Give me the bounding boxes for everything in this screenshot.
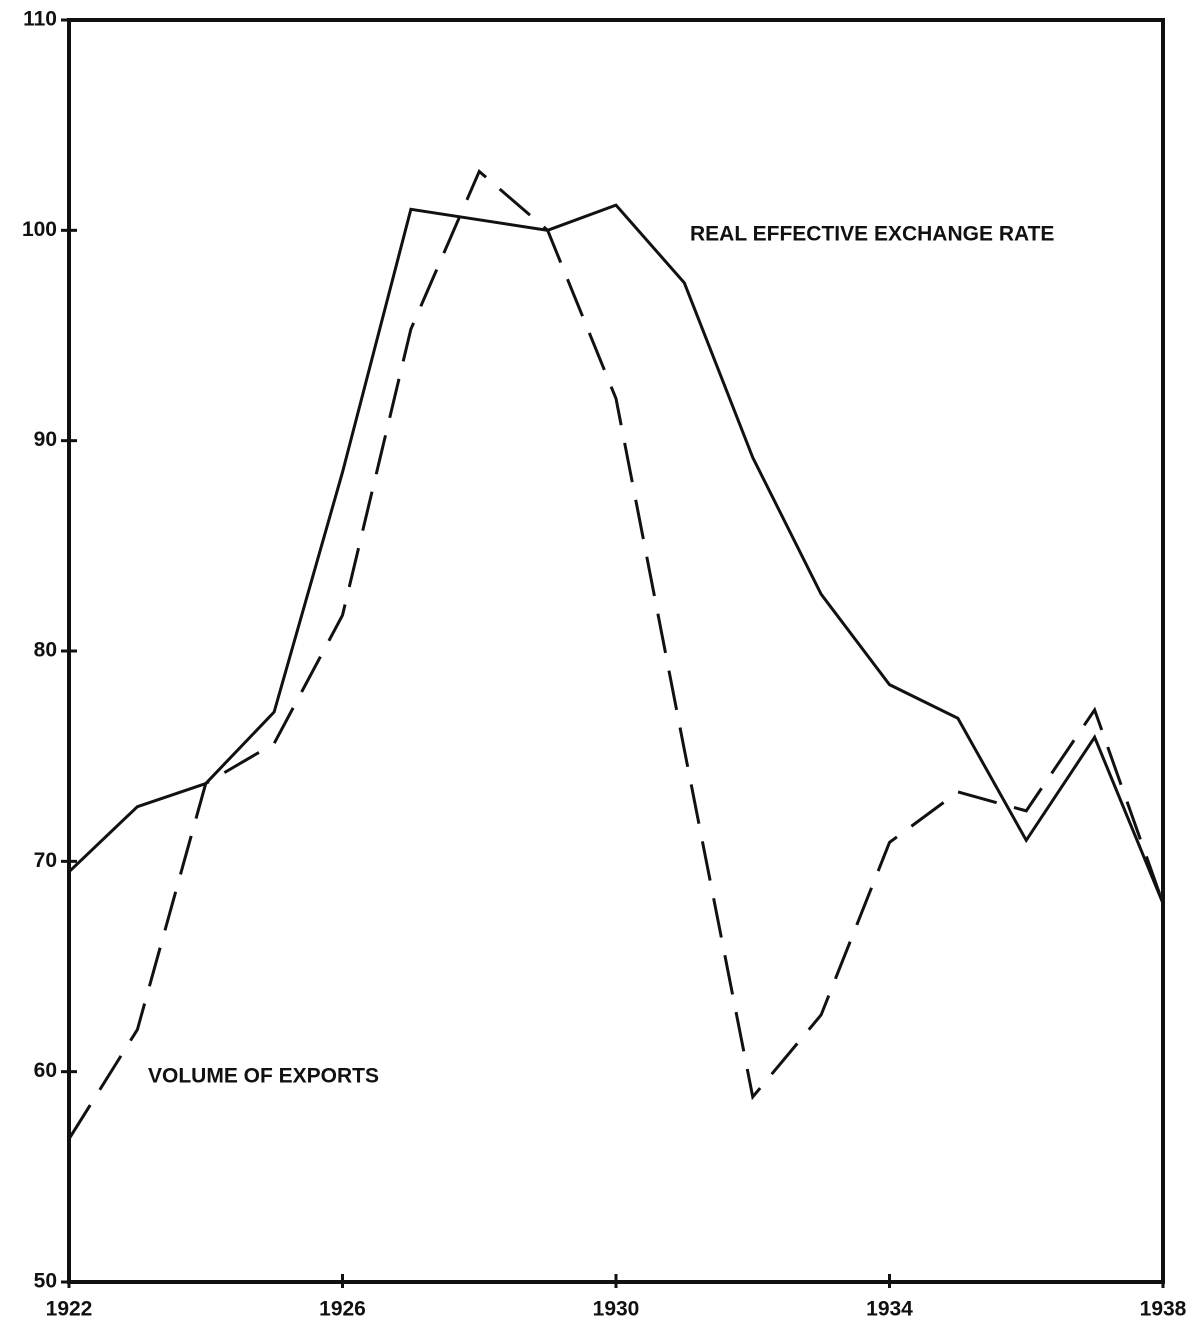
x-tick-label: 1934 bbox=[866, 1298, 913, 1321]
y-tick-label: 50 bbox=[34, 1270, 57, 1293]
x-tick-label: 1926 bbox=[319, 1298, 366, 1321]
y-tick-label: 90 bbox=[34, 428, 57, 451]
plot-frame bbox=[67, 18, 1165, 1284]
line-series bbox=[67, 168, 1165, 1140]
y-tick-label: 70 bbox=[34, 849, 57, 872]
x-tick-label: 1922 bbox=[46, 1298, 93, 1321]
y-tick-label: 80 bbox=[34, 639, 57, 662]
y-tick-label: 60 bbox=[34, 1059, 57, 1082]
series-label: REAL EFFECTIVE EXCHANGE RATE bbox=[690, 223, 1054, 246]
x-tick-label: 1938 bbox=[1140, 1298, 1187, 1321]
y-tick-label: 110 bbox=[23, 8, 57, 31]
line-series bbox=[67, 203, 1165, 904]
y-tick-label: 100 bbox=[22, 218, 57, 241]
series-label: VOLUME OF EXPORTS bbox=[148, 1065, 379, 1088]
x-tick-label: 1930 bbox=[593, 1298, 640, 1321]
